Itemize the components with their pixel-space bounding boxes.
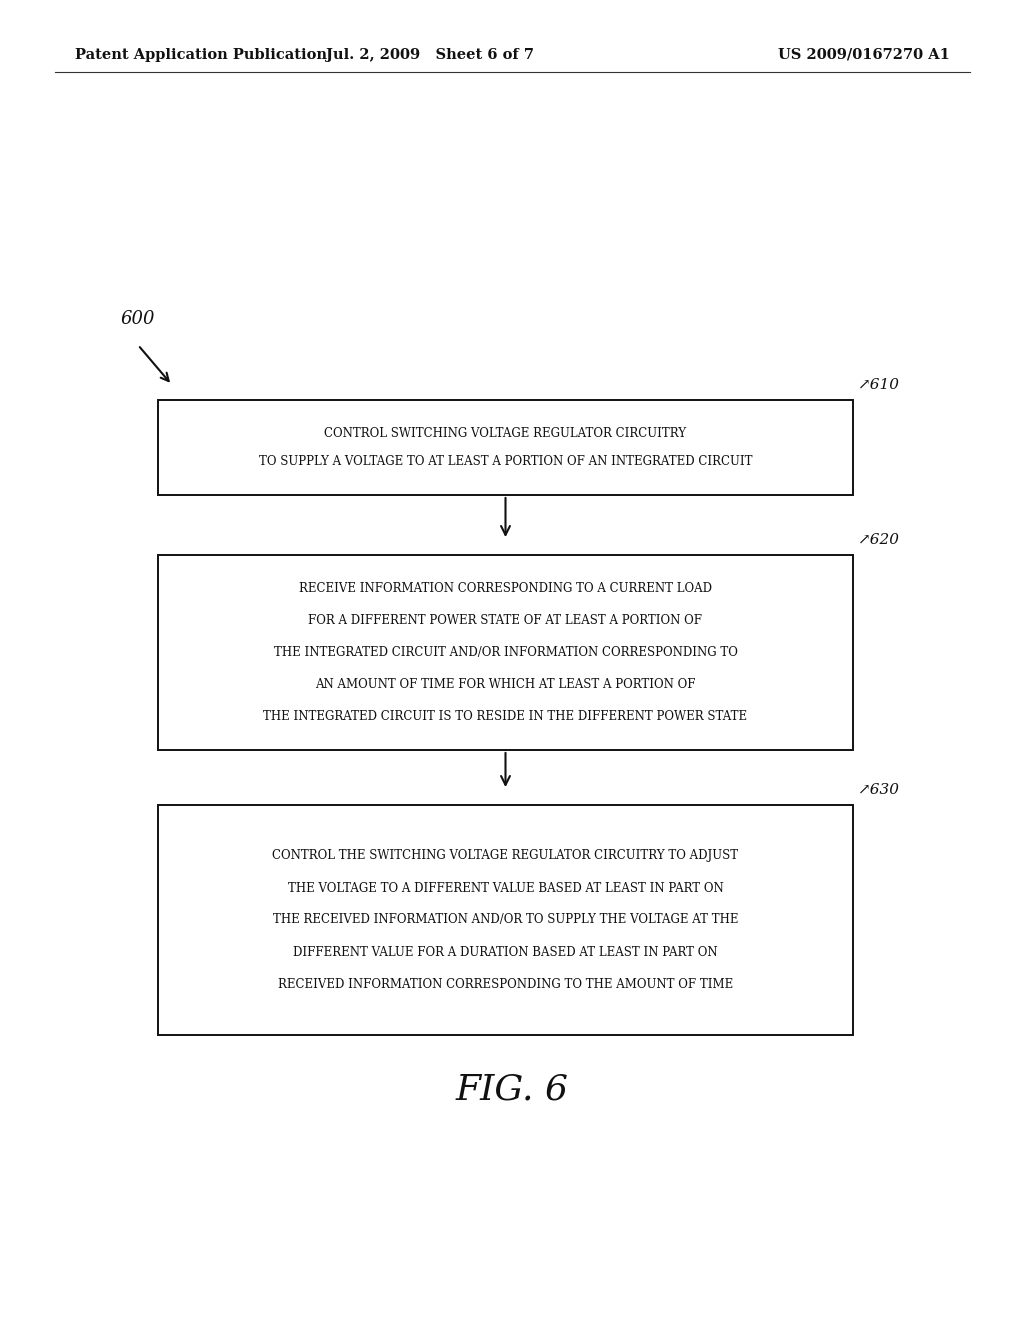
Text: DIFFERENT VALUE FOR A DURATION BASED AT LEAST IN PART ON: DIFFERENT VALUE FOR A DURATION BASED AT …	[293, 945, 718, 958]
Text: FOR A DIFFERENT POWER STATE OF AT LEAST A PORTION OF: FOR A DIFFERENT POWER STATE OF AT LEAST …	[308, 614, 702, 627]
Text: ↗620: ↗620	[858, 533, 900, 546]
Text: ↗630: ↗630	[858, 783, 900, 797]
Text: THE RECEIVED INFORMATION AND/OR TO SUPPLY THE VOLTAGE AT THE: THE RECEIVED INFORMATION AND/OR TO SUPPL…	[272, 913, 738, 927]
Text: CONTROL THE SWITCHING VOLTAGE REGULATOR CIRCUITRY TO ADJUST: CONTROL THE SWITCHING VOLTAGE REGULATOR …	[272, 850, 738, 862]
Bar	[158, 805, 853, 1035]
Text: Jul. 2, 2009   Sheet 6 of 7: Jul. 2, 2009 Sheet 6 of 7	[326, 48, 534, 62]
Text: THE INTEGRATED CIRCUIT AND/OR INFORMATION CORRESPONDING TO: THE INTEGRATED CIRCUIT AND/OR INFORMATIO…	[273, 645, 737, 659]
Text: THE INTEGRATED CIRCUIT IS TO RESIDE IN THE DIFFERENT POWER STATE: THE INTEGRATED CIRCUIT IS TO RESIDE IN T…	[263, 710, 748, 723]
Text: FIG. 6: FIG. 6	[456, 1073, 568, 1107]
Text: US 2009/0167270 A1: US 2009/0167270 A1	[778, 48, 950, 62]
Text: CONTROL SWITCHING VOLTAGE REGULATOR CIRCUITRY: CONTROL SWITCHING VOLTAGE REGULATOR CIRC…	[325, 426, 686, 440]
Text: 600: 600	[120, 310, 155, 327]
Text: ↗610: ↗610	[858, 378, 900, 392]
Bar	[158, 400, 853, 495]
Bar	[158, 554, 853, 750]
Text: Patent Application Publication: Patent Application Publication	[75, 48, 327, 62]
Text: AN AMOUNT OF TIME FOR WHICH AT LEAST A PORTION OF: AN AMOUNT OF TIME FOR WHICH AT LEAST A P…	[315, 678, 695, 690]
Text: RECEIVED INFORMATION CORRESPONDING TO THE AMOUNT OF TIME: RECEIVED INFORMATION CORRESPONDING TO TH…	[278, 978, 733, 990]
Text: TO SUPPLY A VOLTAGE TO AT LEAST A PORTION OF AN INTEGRATED CIRCUIT: TO SUPPLY A VOLTAGE TO AT LEAST A PORTIO…	[259, 455, 753, 469]
Text: RECEIVE INFORMATION CORRESPONDING TO A CURRENT LOAD: RECEIVE INFORMATION CORRESPONDING TO A C…	[299, 582, 712, 595]
Text: THE VOLTAGE TO A DIFFERENT VALUE BASED AT LEAST IN PART ON: THE VOLTAGE TO A DIFFERENT VALUE BASED A…	[288, 882, 723, 895]
